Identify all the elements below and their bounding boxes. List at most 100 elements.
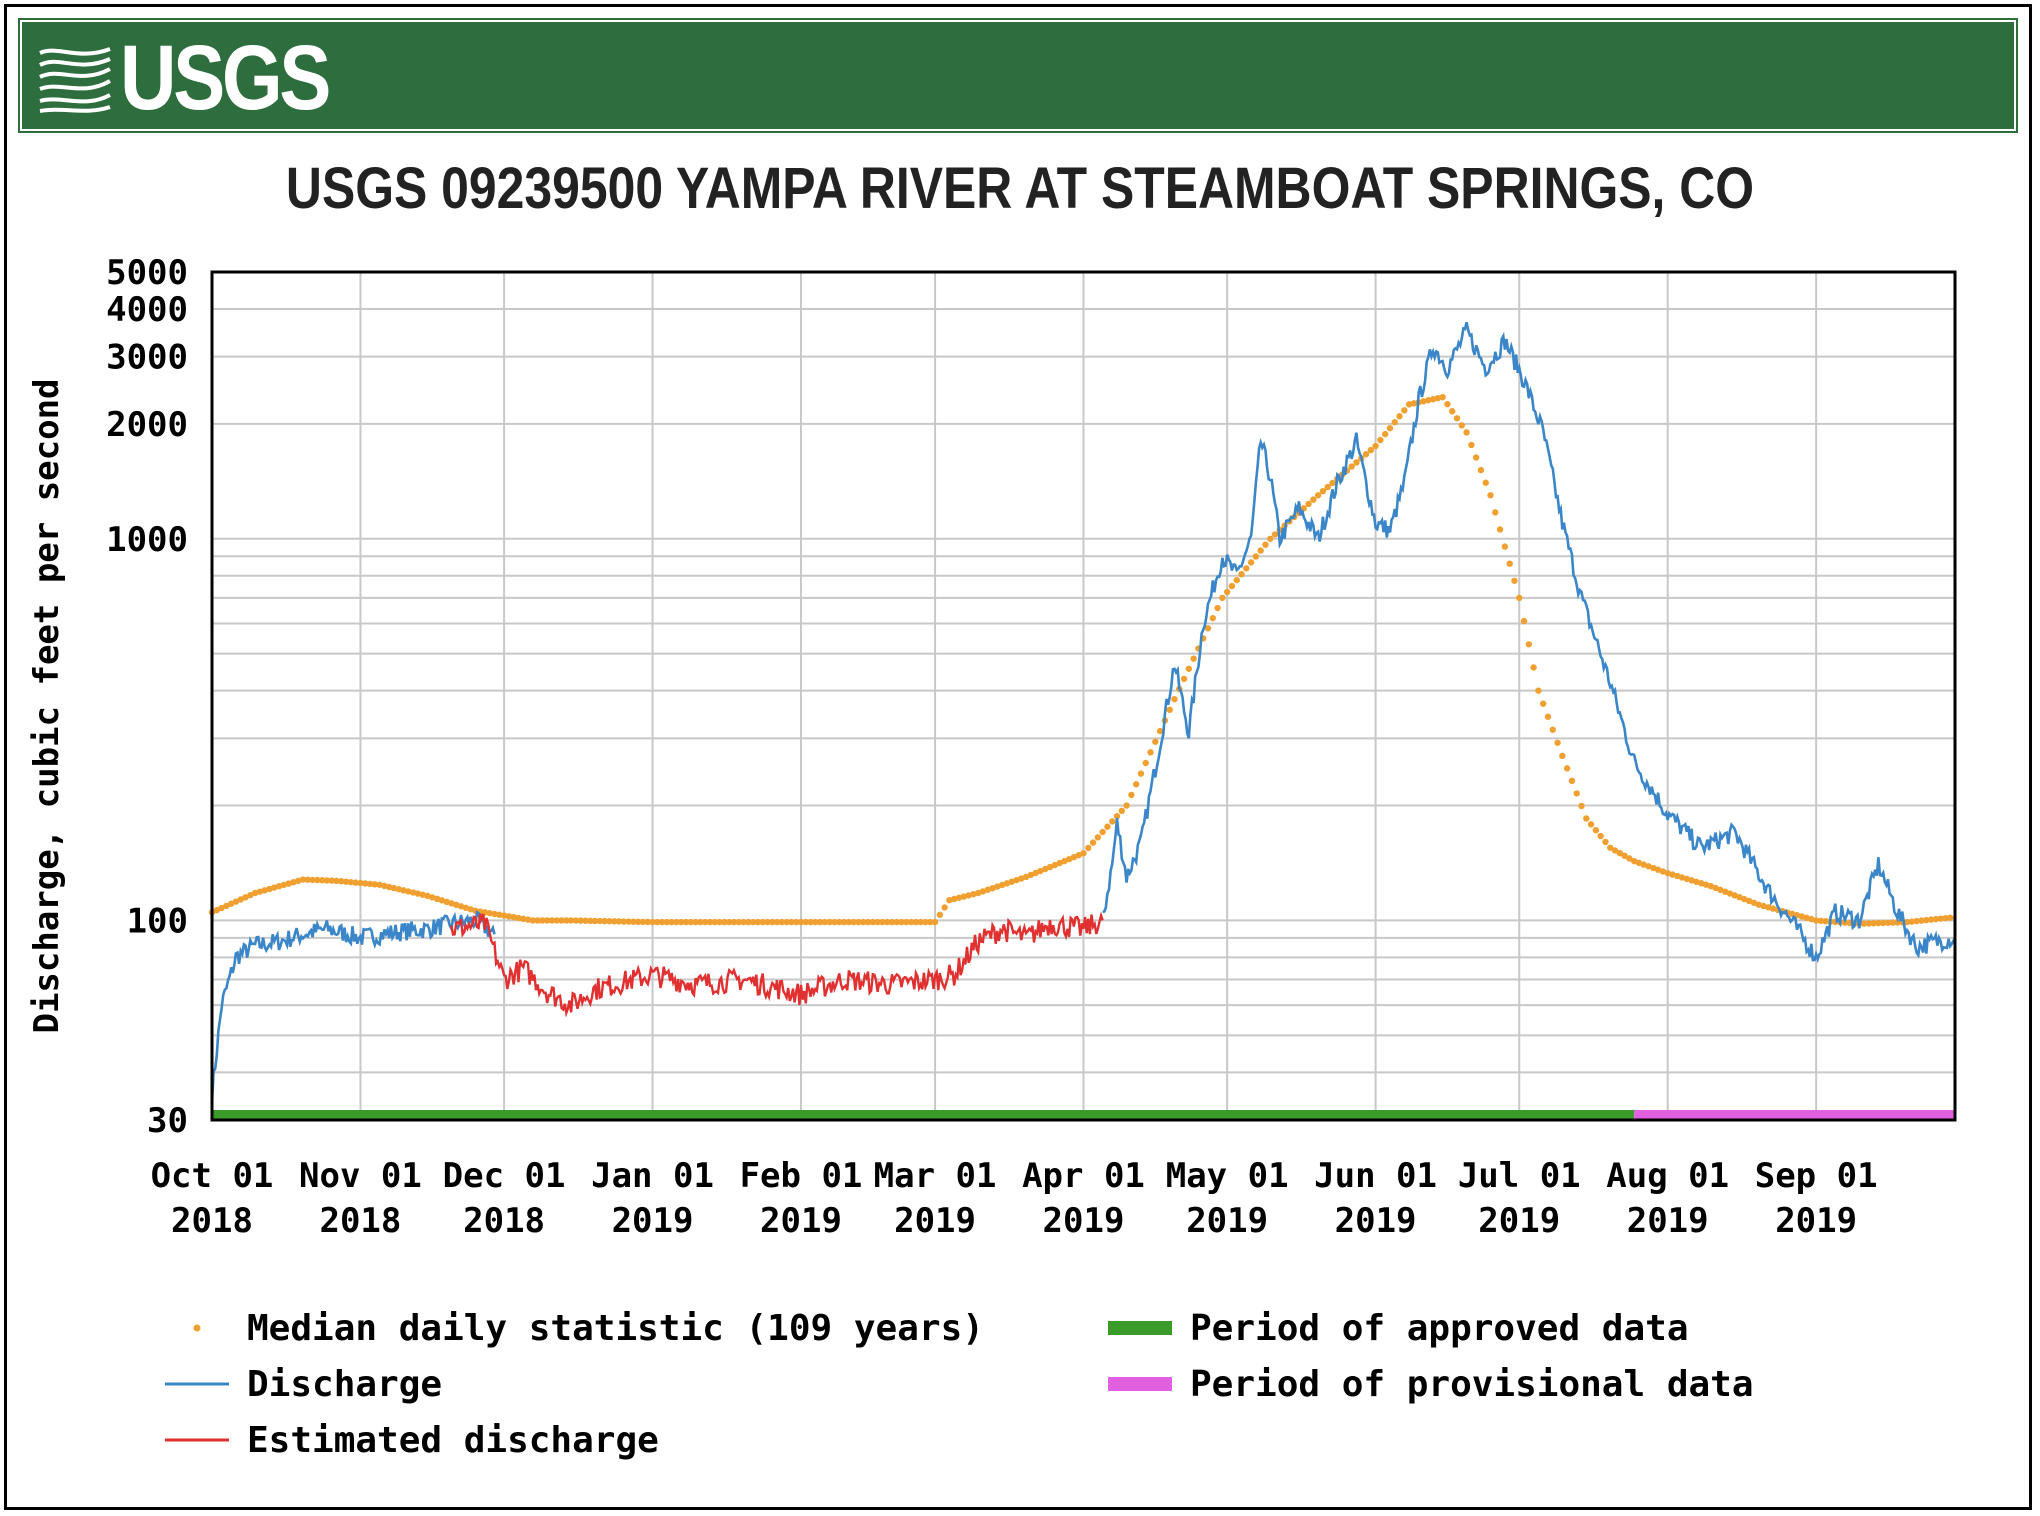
- median-point: [1032, 869, 1039, 877]
- median-point: [931, 918, 939, 926]
- median-point: [1223, 588, 1231, 596]
- median-point: [1487, 492, 1494, 499]
- usgs-logo[interactable]: USGS: [38, 30, 365, 125]
- median-point: [1822, 917, 1829, 925]
- median-point: [1252, 553, 1260, 560]
- median-point: [1769, 905, 1777, 912]
- median-point: [1372, 442, 1379, 450]
- median-point: [333, 877, 340, 885]
- y-tick-label: 30: [147, 1101, 188, 1141]
- median-point: [874, 918, 881, 926]
- median-point: [1228, 582, 1236, 590]
- provisional-period-bar: [1634, 1110, 1955, 1120]
- median-point: [1453, 415, 1461, 422]
- median-point: [1760, 902, 1767, 910]
- median-point: [1611, 847, 1619, 854]
- median-point: [1080, 850, 1087, 857]
- median-point: [572, 917, 580, 924]
- median-point: [309, 876, 316, 884]
- median-point: [524, 916, 532, 923]
- legend-median: Median daily statistic (109 years): [193, 1308, 984, 1349]
- median-point: [836, 918, 843, 926]
- median-point: [1879, 919, 1887, 927]
- median-point: [1511, 577, 1518, 584]
- median-point: [1381, 430, 1389, 438]
- median-point: [601, 917, 608, 925]
- median-point: [1434, 394, 1442, 402]
- median-point: [1061, 857, 1068, 865]
- y-tick-label: 1000: [106, 520, 188, 560]
- median-point: [912, 918, 920, 926]
- median-point: [1429, 396, 1437, 403]
- x-tick-label: May 01: [1166, 1156, 1289, 1196]
- median-point: [1587, 821, 1595, 828]
- median-point: [1889, 919, 1896, 926]
- median-point: [1037, 867, 1044, 875]
- median-point: [1142, 759, 1149, 767]
- median-point: [486, 909, 493, 917]
- x-tick-label: Jan 01: [591, 1156, 714, 1196]
- median-point: [792, 918, 800, 926]
- median-point: [227, 900, 235, 907]
- median-point: [587, 917, 594, 925]
- median-point: [1396, 413, 1403, 420]
- median-point: [1903, 918, 1911, 926]
- median-point: [1516, 594, 1523, 602]
- median-point: [898, 918, 905, 926]
- approved-period-bar: [212, 1110, 1635, 1120]
- median-point: [1592, 826, 1600, 834]
- legend-label: Median daily statistic (109 years): [247, 1308, 984, 1349]
- median-point: [342, 878, 350, 885]
- median-point: [1817, 917, 1825, 925]
- chart-title: USGS 09239500 YAMPA RIVER AT STEAMBOAT S…: [285, 156, 1755, 221]
- median-point: [611, 918, 618, 925]
- median-point: [1137, 770, 1145, 777]
- median-point: [1094, 834, 1102, 841]
- median-point: [860, 918, 867, 926]
- median-point: [783, 918, 790, 926]
- median-point: [1405, 401, 1413, 408]
- median-point: [922, 918, 929, 926]
- median-point: [1319, 487, 1327, 495]
- median-point: [1501, 543, 1509, 550]
- median-point: [1573, 790, 1580, 797]
- plot-border: [210, 270, 1957, 1122]
- legend-marker: [1108, 1377, 1172, 1391]
- median-point: [1472, 454, 1480, 461]
- median-point: [1386, 424, 1394, 432]
- median-point: [1563, 765, 1571, 772]
- median-point: [903, 918, 910, 926]
- usgs-banner: USGS: [18, 18, 2018, 133]
- median-point: [917, 918, 924, 926]
- median-point: [816, 918, 824, 926]
- median-point: [242, 894, 249, 901]
- median-point: [879, 918, 886, 926]
- median-point: [1798, 913, 1805, 920]
- median-point: [1310, 496, 1317, 503]
- median-point: [1353, 459, 1360, 466]
- median-point: [1123, 802, 1130, 809]
- legend-approved: Period of approved data: [1108, 1308, 1689, 1349]
- median-point: [366, 880, 374, 888]
- period-bars: [212, 1110, 1955, 1120]
- y-tick-label: 4000: [106, 290, 188, 330]
- discharge-line: [210, 910, 496, 1105]
- x-tick-label: Oct 01: [151, 1156, 274, 1196]
- median-point: [553, 917, 560, 924]
- median-point: [1219, 594, 1226, 602]
- median-point: [1243, 565, 1250, 572]
- median-point: [419, 891, 426, 898]
- median-point: [644, 918, 651, 926]
- median-point: [385, 883, 393, 891]
- median-point: [764, 918, 771, 926]
- median-point: [1539, 700, 1547, 707]
- median-point: [1348, 463, 1355, 470]
- median-point: [1233, 576, 1240, 584]
- median-point: [821, 918, 829, 926]
- median-point: [323, 877, 331, 884]
- median-point: [1051, 861, 1058, 869]
- median-point: [1621, 852, 1628, 860]
- median-point: [347, 878, 355, 886]
- median-point: [855, 918, 862, 926]
